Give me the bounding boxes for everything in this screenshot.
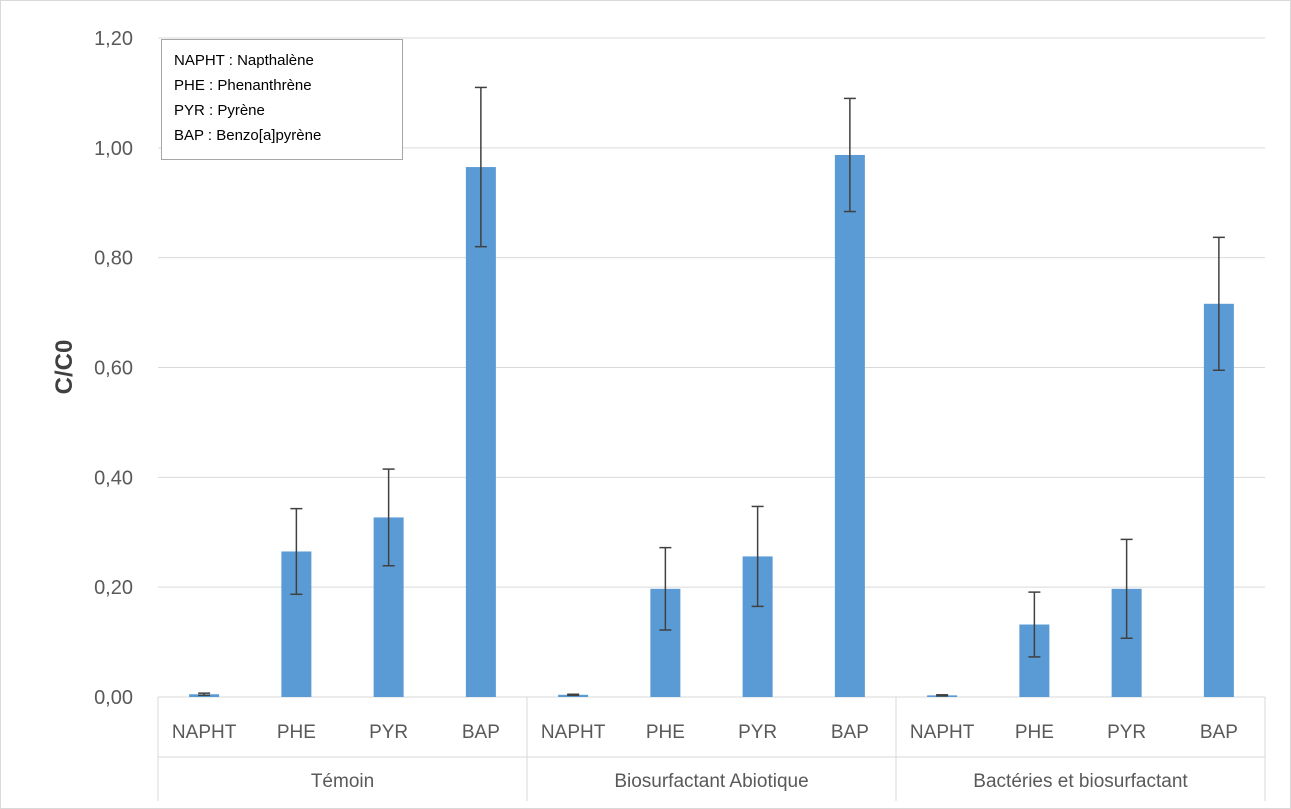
x-tick-label: NAPHT — [541, 722, 606, 743]
y-tick-label: 1,20 — [94, 28, 133, 50]
x-tick-label: PYR — [1107, 722, 1146, 743]
x-tick-label: BAP — [1200, 722, 1238, 743]
x-tick-label: BAP — [462, 722, 500, 743]
group-label: Biosurfactant Abiotique — [614, 771, 808, 792]
abbreviation-box: NAPHT : Napthalène PHE : Phenanthrène PY… — [161, 39, 403, 160]
abbreviation-bap: BAP : Benzo[a]pyrène — [174, 127, 322, 144]
bars — [189, 154, 1234, 697]
x-tick-label: PHE — [1015, 722, 1054, 743]
labels: 0,00 0,20 0,40 0,60 0,80 1,00 1,20 NAPHT PHE PYR B… — [94, 28, 1238, 792]
y-tick-label: 0,80 — [94, 248, 133, 270]
y-tick-label: 0,60 — [94, 358, 133, 380]
x-tick-label: PHE — [646, 722, 685, 743]
y-tick-label: 1,00 — [94, 138, 133, 160]
x-tick-label: NAPHT — [910, 722, 975, 743]
bar-bap — [465, 167, 496, 697]
group-label: Témoin — [311, 771, 374, 792]
x-tick-label: BAP — [831, 722, 869, 743]
x-tick-label: PYR — [738, 722, 777, 743]
x-tick-label: PYR — [369, 722, 408, 743]
y-tick-label: 0,40 — [94, 467, 133, 489]
y-tick-label: 0,20 — [94, 577, 133, 599]
y-tick-label: 0,00 — [94, 687, 133, 709]
error-bars — [198, 86, 1225, 697]
abbreviation-napht: NAPHT : Napthalène — [174, 52, 314, 69]
axes — [157, 696, 1266, 801]
abbreviation-pyr: PYR : Pyrène — [174, 102, 265, 119]
x-tick-label: NAPHT — [172, 722, 237, 743]
y-axis-label: C/C0 — [51, 340, 78, 395]
bar-bap — [834, 154, 865, 697]
x-tick-label: PHE — [277, 722, 316, 743]
group-label: Bactéries et biosurfactant — [973, 771, 1188, 792]
abbreviation-phe: PHE : Phenanthrène — [174, 77, 312, 94]
